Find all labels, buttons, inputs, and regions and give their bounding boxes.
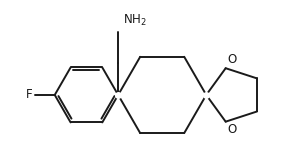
Text: NH$_2$: NH$_2$ bbox=[123, 13, 146, 28]
Text: O: O bbox=[227, 123, 237, 136]
Text: F: F bbox=[26, 88, 32, 101]
Text: O: O bbox=[227, 53, 237, 67]
